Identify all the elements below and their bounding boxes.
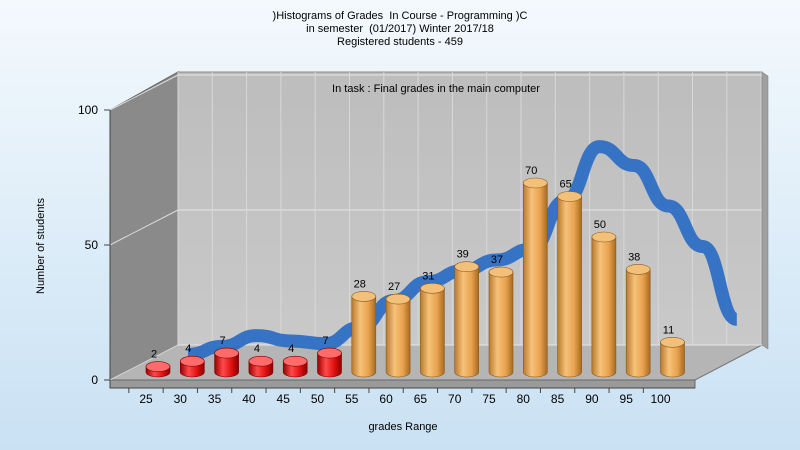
bar-30	[180, 355, 205, 378]
x-tick-label: 90	[585, 392, 599, 406]
data-label: 31	[422, 270, 434, 282]
x-tick-label: 85	[551, 392, 565, 406]
data-labels: 2 4 7 4 4 7 28 27 31 39 37 70 65 50 38 11	[151, 165, 674, 361]
x-tick-label: 25	[139, 392, 153, 406]
bar-60	[385, 293, 411, 378]
data-label: 38	[628, 251, 640, 263]
y-tick-label: 100	[78, 103, 98, 117]
y-tick-labels: 0 50 100	[78, 103, 98, 387]
data-label: 50	[594, 219, 606, 231]
axes	[104, 109, 695, 393]
data-label: 4	[288, 343, 294, 355]
x-tick-labels: 25 30 35 40 45 50 55 60 65 70 75 80 85 90 95 100	[139, 392, 671, 406]
data-label: 11	[663, 324, 674, 336]
x-tick-label: 75	[482, 392, 496, 406]
bars	[145, 177, 685, 378]
data-label: 2	[151, 349, 157, 361]
floor-front-edge	[109, 379, 696, 389]
bar-65	[420, 282, 445, 378]
data-label: 4	[185, 343, 191, 355]
data-label: 65	[559, 179, 571, 191]
chart-subtitle-1: in semester (01/2017) Winter 2017/18	[306, 23, 494, 35]
bar-55	[351, 291, 377, 378]
x-tick-label: 70	[448, 392, 462, 406]
data-label: 7	[220, 335, 226, 347]
y-tick-label: 0	[91, 373, 98, 387]
bar-25	[145, 361, 171, 378]
x-tick-label: 30	[174, 392, 188, 406]
x-tick-label: 35	[208, 392, 222, 406]
left-wall	[109, 71, 179, 381]
x-axis-label: grades Range	[368, 421, 437, 433]
x-tick-label: 95	[620, 392, 634, 406]
chart-subtitle-2: Registered students - 459	[337, 36, 463, 48]
x-tick-label: 80	[517, 392, 531, 406]
x-tick-label: 65	[414, 392, 428, 406]
chart-title: )Histograms of Grades In Course - Progra…	[272, 10, 528, 22]
bar-90	[591, 231, 617, 378]
data-label: 39	[457, 249, 469, 261]
back-wall-right-edge	[761, 71, 769, 350]
bar-100	[660, 336, 685, 378]
data-label: 37	[491, 254, 503, 266]
x-tick-label: 40	[242, 392, 256, 406]
bar-40	[248, 355, 274, 378]
data-label: 4	[254, 343, 260, 355]
bar-80	[522, 177, 548, 378]
bar-45	[282, 355, 308, 378]
chart-title-block: )Histograms of Grades In Course - Progra…	[0, 10, 800, 49]
bar-85	[557, 191, 582, 378]
data-label: 7	[322, 335, 328, 347]
bar-50	[317, 347, 342, 378]
y-axis-label: Number of students	[35, 198, 47, 294]
data-label: 70	[525, 165, 537, 177]
bar-95	[625, 264, 651, 378]
data-label: 28	[354, 278, 366, 290]
x-tick-label: 60	[379, 392, 393, 406]
x-tick-label: 100	[650, 392, 670, 406]
bar-35	[214, 347, 239, 378]
x-tick-label: 45	[277, 392, 291, 406]
data-label: 27	[388, 281, 400, 293]
x-tick-label: 55	[345, 392, 359, 406]
x-tick-label: 50	[311, 392, 325, 406]
bar-75	[488, 266, 514, 378]
y-tick-label: 50	[85, 238, 99, 252]
chart-annotation: In task : Final grades in the main compu…	[332, 83, 540, 95]
bar-70	[454, 261, 480, 378]
